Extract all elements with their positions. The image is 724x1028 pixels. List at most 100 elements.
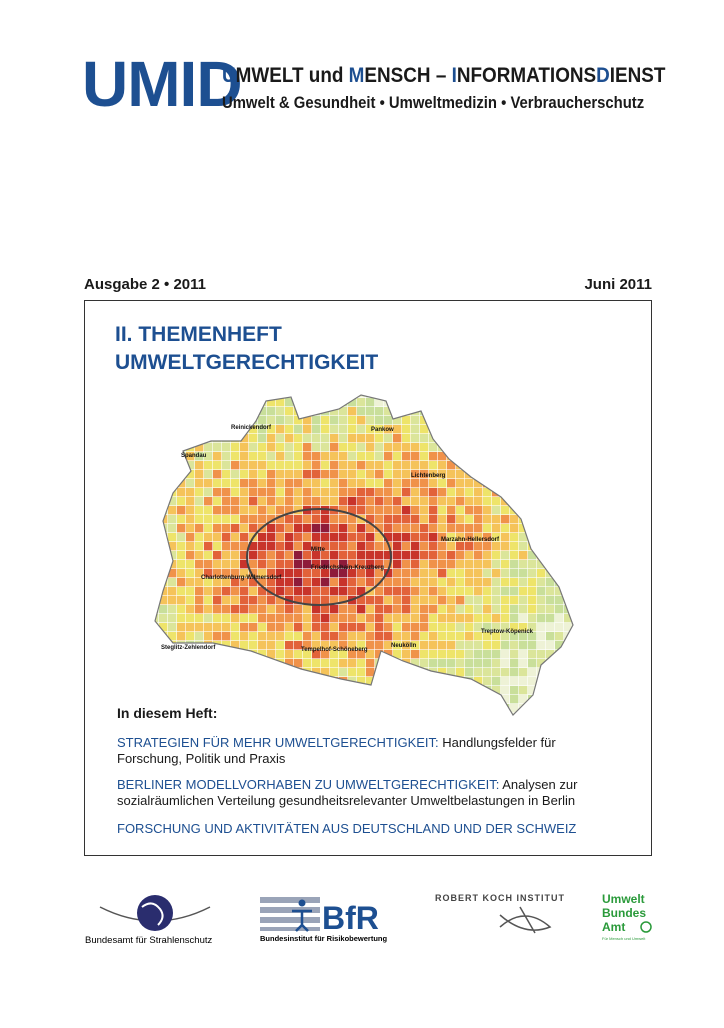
map-cell (231, 551, 240, 560)
map-cell (267, 452, 276, 461)
map-cell (411, 623, 420, 632)
map-cell (429, 479, 438, 488)
map-cell (429, 560, 438, 569)
map-cell (303, 614, 312, 623)
map-cell (321, 569, 330, 578)
map-cell (510, 578, 519, 587)
map-cell (474, 722, 482, 729)
map-cell (501, 632, 510, 641)
map-cell (366, 650, 375, 659)
map-cell (276, 704, 285, 713)
map-cell (375, 488, 384, 497)
map-cell (195, 416, 204, 425)
map-cell (384, 695, 393, 704)
map-cell (564, 524, 573, 533)
map-cell (564, 443, 573, 452)
map-cell (155, 407, 159, 416)
map-cell (258, 668, 267, 677)
map-cell (375, 533, 384, 542)
map-cell (204, 398, 213, 407)
map-cell (312, 623, 321, 632)
map-cell (285, 650, 294, 659)
map-cell (195, 596, 204, 605)
map-cell (519, 551, 528, 560)
map-cell (357, 596, 366, 605)
map-cell (339, 668, 348, 677)
map-cell (303, 632, 312, 641)
map-cell (159, 560, 168, 569)
map-cell (213, 632, 222, 641)
map-cell (155, 686, 159, 695)
map-cell (546, 713, 555, 715)
map-cell (537, 713, 546, 715)
map-cell (546, 668, 555, 677)
map-cell (456, 659, 465, 668)
map-cell (528, 425, 537, 434)
map-cell (330, 596, 339, 605)
map-cell (141, 623, 149, 631)
map-cell (393, 542, 402, 551)
map-cell (249, 704, 258, 713)
map-cell (330, 395, 339, 398)
map-cell (276, 542, 285, 551)
map-cell (393, 560, 402, 569)
map-cell (348, 506, 357, 515)
map-cell (465, 560, 474, 569)
map-cell (564, 551, 573, 560)
item-text: Analysen zur sozialräumlichen Verteilung… (117, 777, 578, 808)
map-cell (447, 587, 456, 596)
map-cell (195, 650, 204, 659)
map-cell (573, 686, 581, 694)
map-cell (528, 686, 537, 695)
map-cell (501, 650, 510, 659)
map-cell (573, 596, 581, 604)
map-cell (285, 488, 294, 497)
map-cell (155, 479, 159, 488)
map-cell (492, 524, 501, 533)
map-cell (294, 560, 303, 569)
map-cell (312, 704, 321, 713)
map-cell (177, 632, 186, 641)
map-cell (456, 560, 465, 569)
map-cell (573, 488, 581, 496)
map-cell (411, 641, 420, 650)
map-cell (528, 533, 537, 542)
map-cell (393, 470, 402, 479)
map-cell (168, 569, 177, 578)
district-label: Treptow-Köpenick (481, 629, 534, 635)
map-cell (231, 722, 239, 729)
item-lead: BERLINER MODELLVORHABEN ZU UMWELTGERECHT… (117, 777, 500, 792)
map-cell (222, 443, 231, 452)
map-cell (429, 515, 438, 524)
map-cell (375, 695, 384, 704)
map-cell (249, 506, 258, 515)
map-cell (155, 434, 159, 443)
map-cell (474, 641, 483, 650)
map-cell (573, 560, 581, 568)
map-cell (258, 542, 267, 551)
map-cell (438, 515, 447, 524)
map-cell (420, 659, 429, 668)
contents-item: FORSCHUNG UND AKTIVITÄTEN AUS DEUTSCHLAN… (117, 821, 617, 837)
map-cell (357, 713, 366, 715)
map-cell (447, 542, 456, 551)
map-cell (348, 551, 357, 560)
map-cell (573, 605, 581, 613)
map-cell (375, 704, 384, 713)
map-cell (321, 434, 330, 443)
map-cell (204, 551, 213, 560)
map-cell (222, 533, 231, 542)
map-cell (402, 425, 411, 434)
map-cell (366, 533, 375, 542)
map-cell (366, 488, 375, 497)
map-cell (393, 551, 402, 560)
map-cell (483, 398, 492, 407)
map-cell (276, 713, 285, 715)
map-cell (240, 623, 249, 632)
map-cell (366, 704, 375, 713)
map-cell (429, 713, 438, 715)
map-cell (375, 677, 384, 686)
map-cell (267, 551, 276, 560)
map-cell (267, 533, 276, 542)
map-cell (321, 524, 330, 533)
